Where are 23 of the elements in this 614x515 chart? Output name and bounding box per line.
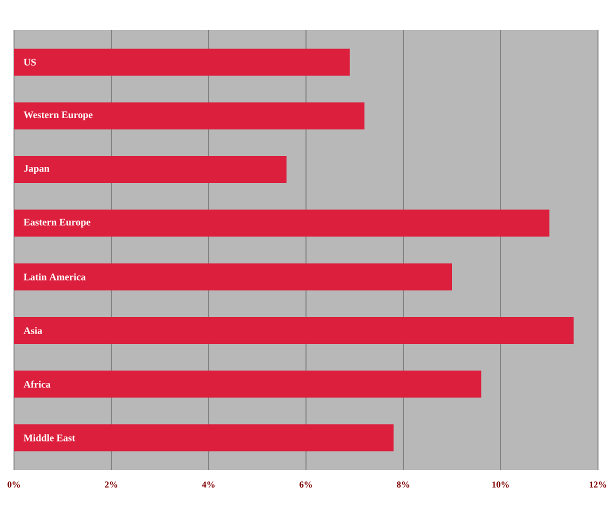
x-tick-label: 12% [590, 482, 606, 488]
bar [14, 102, 364, 130]
bar [14, 48, 350, 76]
y-tick-label: Asia [24, 326, 42, 334]
y-tick-label: Africa [24, 380, 50, 388]
y-tick-label: Middle East [24, 434, 76, 442]
bar [14, 210, 550, 237]
bar [14, 370, 482, 398]
x-tick-label: 4% [202, 482, 215, 488]
y-tick-label: Western Europe [24, 112, 93, 120]
x-tick-label: 8% [396, 482, 410, 488]
x-tick-label: 0% [8, 482, 20, 488]
bar [14, 424, 394, 452]
bar [14, 156, 287, 184]
y-tick-label: Latin America [24, 273, 86, 280]
bar [14, 316, 574, 344]
bar [14, 263, 452, 290]
y-tick-label: Eastern Europe [24, 218, 90, 228]
y-tick-label: Japan [24, 165, 50, 174]
y-tick-label: US [24, 58, 36, 66]
x-tick-label: 6% [300, 482, 312, 488]
x-tick-label: 2% [104, 482, 118, 488]
x-tick-label: 10% [492, 482, 509, 488]
